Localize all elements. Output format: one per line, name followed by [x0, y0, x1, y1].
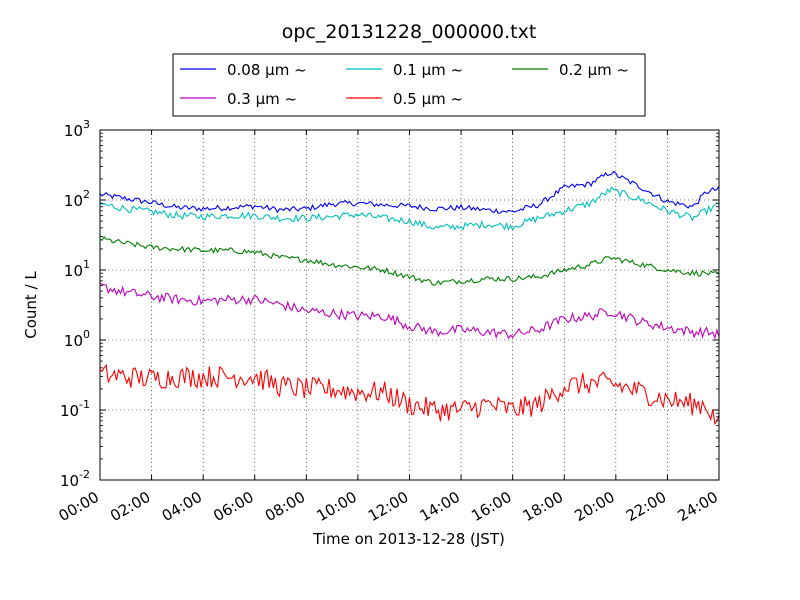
x-tick-label: 06:00: [210, 488, 256, 525]
y-tick-label: 101: [64, 258, 90, 280]
x-axis-label: Time on 2013-12-28 (JST): [312, 530, 505, 548]
series-line: [99, 170, 720, 215]
legend-label: 0.08 μm ~: [227, 61, 307, 79]
x-tick-label: 16:00: [468, 488, 514, 525]
legend: 0.08 μm ~ 0.1 μm ~ 0.2 μm ~ 0.3 μm ~ 0.5 μm …: [172, 53, 646, 117]
y-axis-label: Count / L: [22, 271, 40, 339]
series-layer: [99, 170, 720, 426]
x-tick-label: 20:00: [571, 488, 617, 525]
x-tick-label: 22:00: [623, 488, 669, 525]
legend-label: 0.3 μm ~: [227, 90, 297, 108]
grid-layer: [100, 130, 719, 480]
x-tick-label: 24:00: [675, 488, 721, 525]
legend-label: 0.5 μm ~: [393, 90, 463, 108]
x-tick-label: 10:00: [313, 488, 359, 525]
x-tick-label: 08:00: [262, 488, 308, 525]
legend-label: 0.1 μm ~: [393, 61, 463, 79]
chart-title: opc_20131228_000000.txt: [282, 21, 537, 43]
series-line: [99, 363, 720, 426]
x-tick-label: 12:00: [365, 488, 411, 525]
y-tick-label: 102: [64, 188, 90, 210]
x-tick-label: 14:00: [417, 488, 463, 525]
x-tick-label: 18:00: [520, 488, 566, 525]
x-tick-label: 00:00: [56, 488, 102, 525]
legend-label: 0.2 μm ~: [559, 61, 629, 79]
x-tick-label: 04:00: [159, 488, 205, 525]
series-line: [99, 235, 720, 287]
y-tick-label: 10-2: [60, 468, 90, 490]
series-line: [99, 186, 720, 231]
x-tick-label: 02:00: [107, 488, 153, 525]
series-line: [99, 282, 720, 340]
y-tick-label: 100: [64, 328, 90, 350]
y-tick-label: 103: [64, 118, 90, 140]
y-tick-label: 10-1: [60, 398, 90, 420]
tick-layer: 00:00 02:00 04:00 06:00 08:00 10:00 12:00 14:00…: [56, 118, 721, 525]
legend-box: [172, 53, 646, 117]
